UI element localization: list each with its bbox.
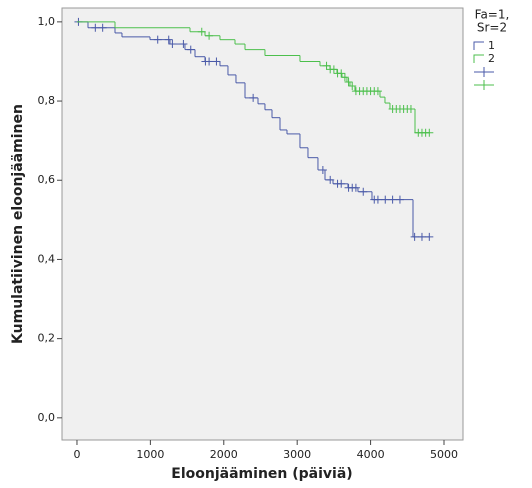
y-tick-label: 0,0 <box>38 411 56 424</box>
censor-mark <box>168 40 177 49</box>
censor-mark <box>417 232 426 241</box>
censor-mark <box>425 232 434 241</box>
censor-mark <box>410 232 419 241</box>
y-axis-title: Kumulatiivinen eloonjääminen <box>10 104 26 344</box>
censor-mark <box>322 61 331 70</box>
y-tick-label: 0,4 <box>38 252 56 265</box>
censor-mark <box>164 35 173 44</box>
x-axis-title: Eloonjääminen (päiviä) <box>171 466 352 482</box>
x-tick-label: 3000 <box>283 448 311 461</box>
legend-title: Sr=2 <box>477 21 507 35</box>
censor-mark <box>359 187 368 196</box>
x-tick-label: 4000 <box>357 448 385 461</box>
y-tick-label: 1,0 <box>38 15 56 28</box>
censor-mark <box>186 45 195 54</box>
censor-mark <box>205 57 214 66</box>
legend-line <box>473 54 484 63</box>
censor-mark <box>179 40 188 49</box>
censor-mark <box>351 183 360 192</box>
censor-mark <box>249 93 258 102</box>
legend-label: 1 <box>488 39 495 52</box>
x-tick-label: 1000 <box>136 448 164 461</box>
plot-area <box>61 7 464 441</box>
censor-mark <box>425 128 434 137</box>
y-tick-label: 0,8 <box>38 94 56 107</box>
censor-mark <box>98 23 107 32</box>
censor-mark <box>337 179 346 188</box>
censor-mark <box>153 35 162 44</box>
censor-mark <box>381 195 390 204</box>
censor-mark <box>373 195 382 204</box>
y-tick-label: 0,2 <box>38 332 56 345</box>
censor-mark <box>197 27 206 36</box>
censor-mark <box>340 73 349 82</box>
censor-mark <box>406 104 415 113</box>
x-tick-label: 5000 <box>430 448 458 461</box>
censor-mark <box>388 195 397 204</box>
censor-mark <box>318 165 327 174</box>
legend-line <box>473 41 484 50</box>
legend-censor <box>474 67 494 77</box>
censor-mark <box>205 31 214 40</box>
legend-title: Fa=1, <box>475 8 510 22</box>
censor-mark <box>348 82 357 91</box>
x-tick-label: 0 <box>73 448 80 461</box>
legend-label: 2 <box>488 52 495 65</box>
x-tick-label: 2000 <box>210 448 238 461</box>
censor-mark <box>395 195 404 204</box>
y-tick-label: 0,6 <box>38 173 56 186</box>
censor-mark <box>212 57 221 66</box>
censor-mark <box>329 65 338 74</box>
censor-mark <box>344 78 353 87</box>
censor-mark <box>373 87 382 96</box>
legend-censor <box>474 80 494 90</box>
censor-mark <box>91 23 100 32</box>
censor-mark <box>337 69 346 78</box>
censor-mark <box>326 175 335 184</box>
